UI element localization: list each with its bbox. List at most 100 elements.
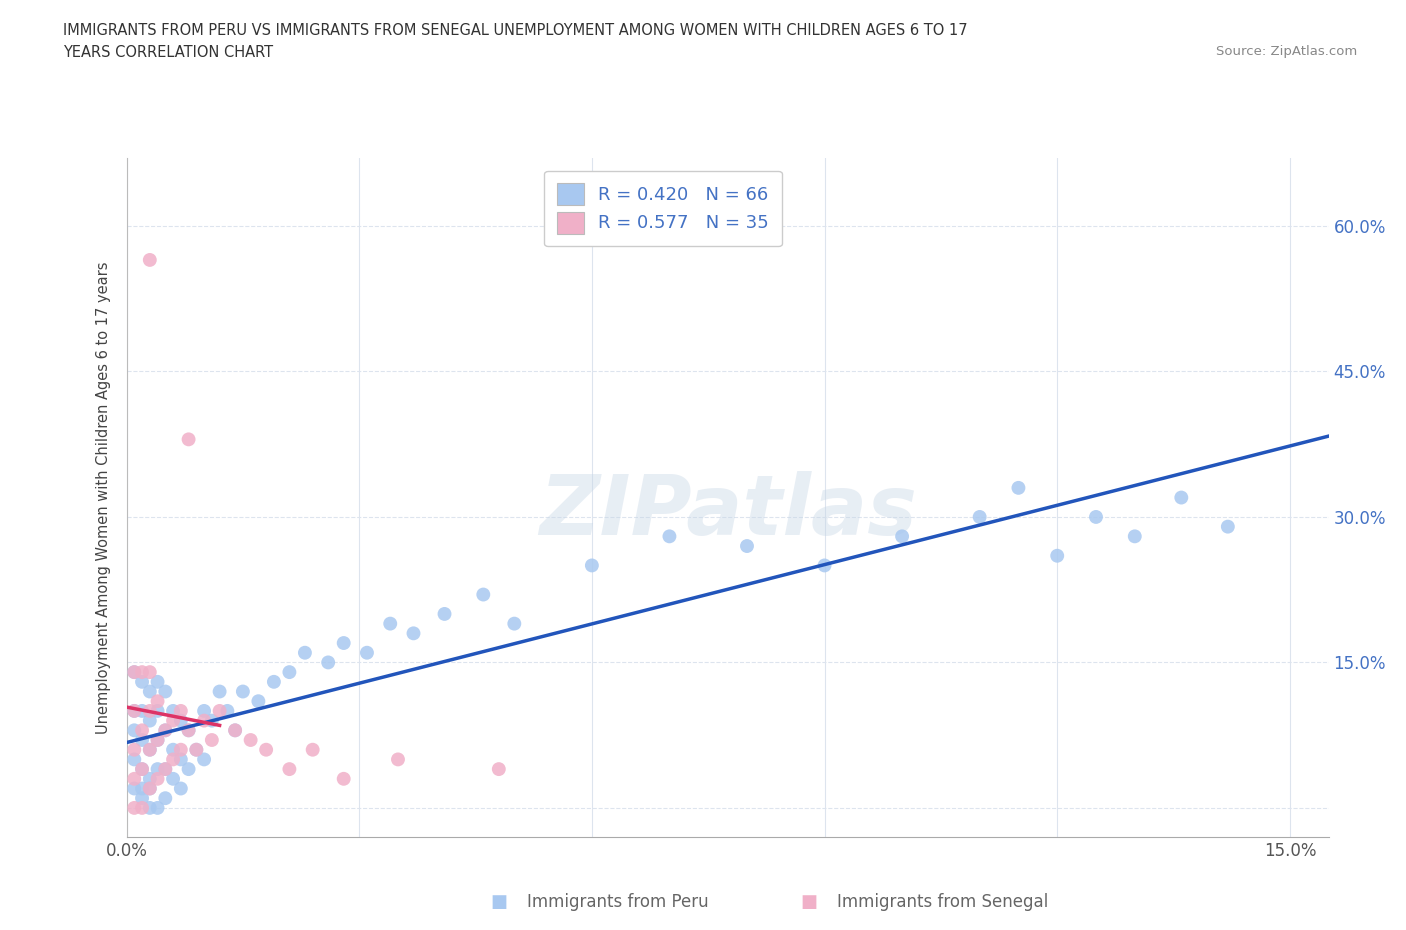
Point [170, 752, 193, 767]
Point [891, 529, 914, 544]
Text: ■: ■ [800, 893, 817, 911]
Point [217, 703, 239, 718]
Point [124, 723, 146, 737]
Point [162, 752, 184, 767]
Point [124, 781, 146, 796]
Point [131, 801, 153, 816]
Point [162, 742, 184, 757]
Point [224, 723, 246, 737]
Point [301, 742, 323, 757]
Point [146, 703, 169, 718]
Point [155, 762, 177, 777]
Point [146, 762, 169, 777]
Point [155, 684, 177, 699]
Point [1007, 481, 1029, 496]
Point [332, 771, 354, 786]
Point [201, 713, 224, 728]
Point [969, 510, 991, 525]
Point [139, 781, 162, 796]
Point [332, 635, 354, 650]
Point [402, 626, 425, 641]
Point [186, 742, 208, 757]
Point [387, 752, 409, 767]
Point [139, 703, 162, 718]
Point [208, 703, 231, 718]
Point [139, 781, 162, 796]
Point [170, 703, 193, 718]
Point [131, 790, 153, 805]
Point [177, 723, 200, 737]
Point [356, 645, 378, 660]
Point [208, 684, 231, 699]
Point [139, 253, 162, 268]
Point [124, 801, 146, 816]
Point [146, 674, 169, 689]
Point [155, 723, 177, 737]
Text: YEARS CORRELATION CHART: YEARS CORRELATION CHART [63, 45, 273, 60]
Point [162, 703, 184, 718]
Point [278, 665, 301, 680]
Point [131, 665, 153, 680]
Point [139, 742, 162, 757]
Point [139, 665, 162, 680]
Point [247, 694, 270, 709]
Point [124, 742, 146, 757]
Point [131, 723, 153, 737]
Point [581, 558, 603, 573]
Point [193, 703, 215, 718]
Point [155, 723, 177, 737]
Point [278, 762, 301, 777]
Point [232, 684, 254, 699]
Point [124, 665, 146, 680]
Point [146, 694, 169, 709]
Point [177, 762, 200, 777]
Point [131, 781, 153, 796]
Point [124, 665, 146, 680]
Legend: R = 0.420   N = 66, R = 0.577   N = 35: R = 0.420 N = 66, R = 0.577 N = 35 [544, 170, 782, 246]
Point [124, 752, 146, 767]
Point [131, 762, 153, 777]
Point [177, 432, 200, 446]
Point [139, 801, 162, 816]
Point [1085, 510, 1108, 525]
Point [155, 790, 177, 805]
Point [658, 529, 681, 544]
Point [146, 771, 169, 786]
Point [139, 684, 162, 699]
Point [254, 742, 277, 757]
Point [186, 742, 208, 757]
Point [131, 703, 153, 718]
Point [239, 733, 262, 748]
Point [170, 713, 193, 728]
Point [193, 713, 215, 728]
Text: IMMIGRANTS FROM PERU VS IMMIGRANTS FROM SENEGAL UNEMPLOYMENT AMONG WOMEN WITH CH: IMMIGRANTS FROM PERU VS IMMIGRANTS FROM … [63, 23, 967, 38]
Point [170, 742, 193, 757]
Point [170, 781, 193, 796]
Point [1046, 549, 1069, 564]
Text: Immigrants from Senegal: Immigrants from Senegal [837, 893, 1047, 911]
Point [139, 742, 162, 757]
Point [131, 733, 153, 748]
Point [813, 558, 835, 573]
Point [162, 713, 184, 728]
Point [131, 674, 153, 689]
Point [735, 538, 758, 553]
Text: Source: ZipAtlas.com: Source: ZipAtlas.com [1216, 45, 1357, 58]
Point [224, 723, 246, 737]
Point [488, 762, 510, 777]
Point [294, 645, 316, 660]
Point [1123, 529, 1146, 544]
Point [139, 713, 162, 728]
Point [433, 606, 456, 621]
Point [131, 762, 153, 777]
Point [503, 617, 526, 631]
Point [380, 617, 402, 631]
Point [124, 703, 146, 718]
Text: ZIPatlas: ZIPatlas [538, 471, 917, 551]
Point [155, 762, 177, 777]
Point [162, 771, 184, 786]
Point [146, 801, 169, 816]
Point [177, 723, 200, 737]
Point [263, 674, 285, 689]
Point [146, 733, 169, 748]
